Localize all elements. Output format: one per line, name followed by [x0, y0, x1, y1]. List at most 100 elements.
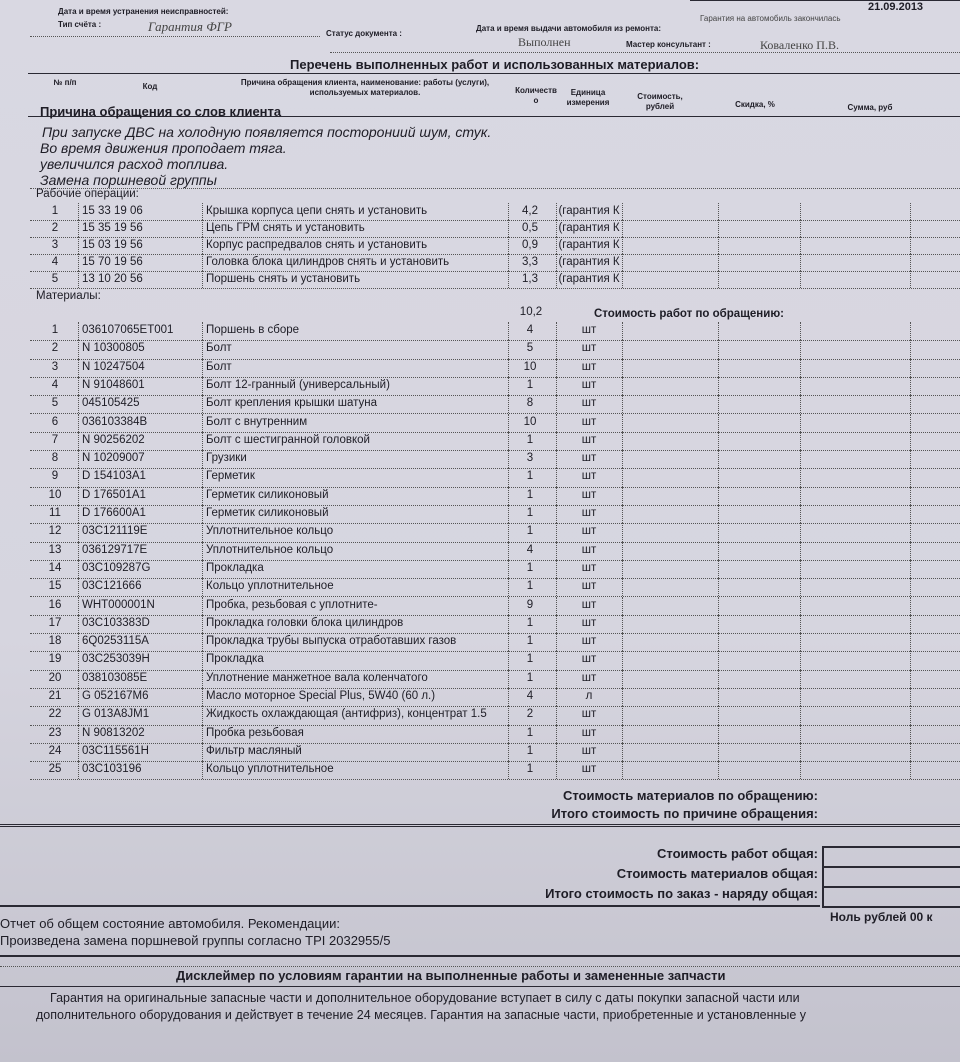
- item-description: Прокладка: [206, 653, 264, 666]
- cell-border: [622, 559, 623, 579]
- cell-border: [556, 486, 557, 505]
- warranty-status: Гарантия на автомобиль закончилась: [700, 14, 841, 23]
- item-quantity: 4: [526, 543, 534, 556]
- cell-border: [622, 358, 623, 377]
- cell-border: [800, 688, 801, 707]
- item-unit: шт: [581, 726, 597, 739]
- cell-border: [800, 742, 801, 762]
- cell-border: [556, 395, 557, 414]
- cell-border: [556, 724, 557, 743]
- item-unit: шт: [581, 507, 597, 519]
- item-code: 15 03 19 56: [82, 239, 143, 251]
- cell-border: [556, 523, 557, 542]
- row-number: 5: [51, 397, 59, 410]
- row-number: 11: [49, 507, 61, 519]
- cell-border: [78, 651, 79, 670]
- item-unit: шт: [581, 616, 597, 629]
- cell-border: [508, 413, 509, 432]
- cell-border: [508, 203, 509, 220]
- item-code: D 154103A1: [82, 470, 146, 483]
- item-code: 03C253039H: [82, 653, 150, 666]
- item-unit: шт: [581, 525, 597, 538]
- cell-border: [556, 322, 557, 341]
- col-header-quantity: Количество: [515, 86, 557, 105]
- cell-border: [556, 468, 557, 487]
- cell-border: [910, 541, 911, 560]
- item-quantity: 4: [526, 324, 534, 336]
- cell-border: [556, 669, 557, 688]
- cell-border: [78, 395, 79, 414]
- item-code: 036103384B: [82, 415, 148, 428]
- item-code: 036129717E: [82, 543, 148, 556]
- cell-border: [78, 376, 79, 396]
- divider: [30, 188, 960, 189]
- order-total-value: [822, 886, 960, 908]
- cell-border: [800, 578, 801, 597]
- item-quantity: 1: [526, 561, 534, 574]
- invoice-type-label: Тип счёта :: [58, 20, 102, 29]
- cell-border: [202, 468, 203, 487]
- cell-border: [622, 724, 623, 743]
- table-row: 17 03C103383D Прокладка головки блока цили…: [30, 614, 960, 635]
- complaint-line: Во время движения проподает тяга.: [40, 140, 287, 156]
- cell-border: [508, 431, 509, 451]
- cell-border: [622, 706, 623, 725]
- item-code: 15 33 19 06: [82, 205, 143, 217]
- cell-border: [78, 614, 79, 634]
- cell-border: [718, 376, 719, 396]
- cell-border: [800, 541, 801, 560]
- cell-border: [78, 450, 79, 469]
- item-quantity: 1: [526, 653, 534, 666]
- cell-border: [556, 431, 557, 451]
- cell-border: [910, 431, 911, 451]
- cell-border: [556, 596, 557, 615]
- cell-border: [556, 358, 557, 377]
- cell-border: [718, 322, 719, 341]
- cell-border: [800, 596, 801, 615]
- cell-border: [910, 254, 911, 271]
- cell-border: [800, 468, 801, 487]
- item-description: Крышка корпуса цепи снять и установить: [206, 205, 428, 217]
- materials-label: Материалы:: [36, 290, 101, 302]
- table-row: 3 N 10247504 Болт 10 шт: [30, 358, 960, 378]
- cell-border: [800, 203, 801, 220]
- cell-border: [78, 358, 79, 377]
- row-number: 2: [51, 222, 59, 234]
- item-unit: шт: [581, 470, 597, 483]
- cell-border: [202, 614, 203, 634]
- item-description: Уплотнительное кольцо: [206, 525, 334, 538]
- cell-border: [202, 669, 203, 688]
- cell-border: [202, 254, 203, 271]
- cell-border: [556, 578, 557, 597]
- table-row: 19 03C253039H Прокладка 1 шт: [30, 651, 960, 671]
- cell-border: [800, 669, 801, 688]
- cell-border: [202, 237, 203, 254]
- item-quantity: 1: [526, 433, 534, 446]
- table-top-border: [28, 73, 960, 74]
- cell-border: [508, 614, 509, 634]
- cell-border: [202, 340, 203, 359]
- item-code: 045105425: [82, 397, 140, 410]
- cell-border: [556, 271, 557, 288]
- cell-border: [718, 523, 719, 542]
- cell-border: [622, 413, 623, 432]
- item-code: N 90813202: [82, 726, 145, 739]
- item-code: 03C121119E: [82, 525, 148, 538]
- item-code: D 176501A1: [82, 488, 146, 501]
- cell-border: [556, 505, 557, 524]
- cell-border: [78, 254, 79, 271]
- cell-border: [910, 523, 911, 542]
- cell-border: [202, 413, 203, 432]
- cell-border: [718, 413, 719, 432]
- cell-border: [202, 742, 203, 762]
- master-value: Коваленко П.В.: [760, 38, 839, 52]
- item-unit: (гарантия К: [558, 205, 620, 217]
- cell-border: [800, 486, 801, 505]
- cell-border: [556, 450, 557, 469]
- cell-border: [622, 633, 623, 652]
- cell-border: [78, 220, 79, 237]
- table-row: 1 15 33 19 06 Крышка корпуса цепи снять и …: [30, 203, 960, 221]
- cell-border: [78, 340, 79, 359]
- cell-border: [202, 322, 203, 341]
- cell-border: [508, 486, 509, 505]
